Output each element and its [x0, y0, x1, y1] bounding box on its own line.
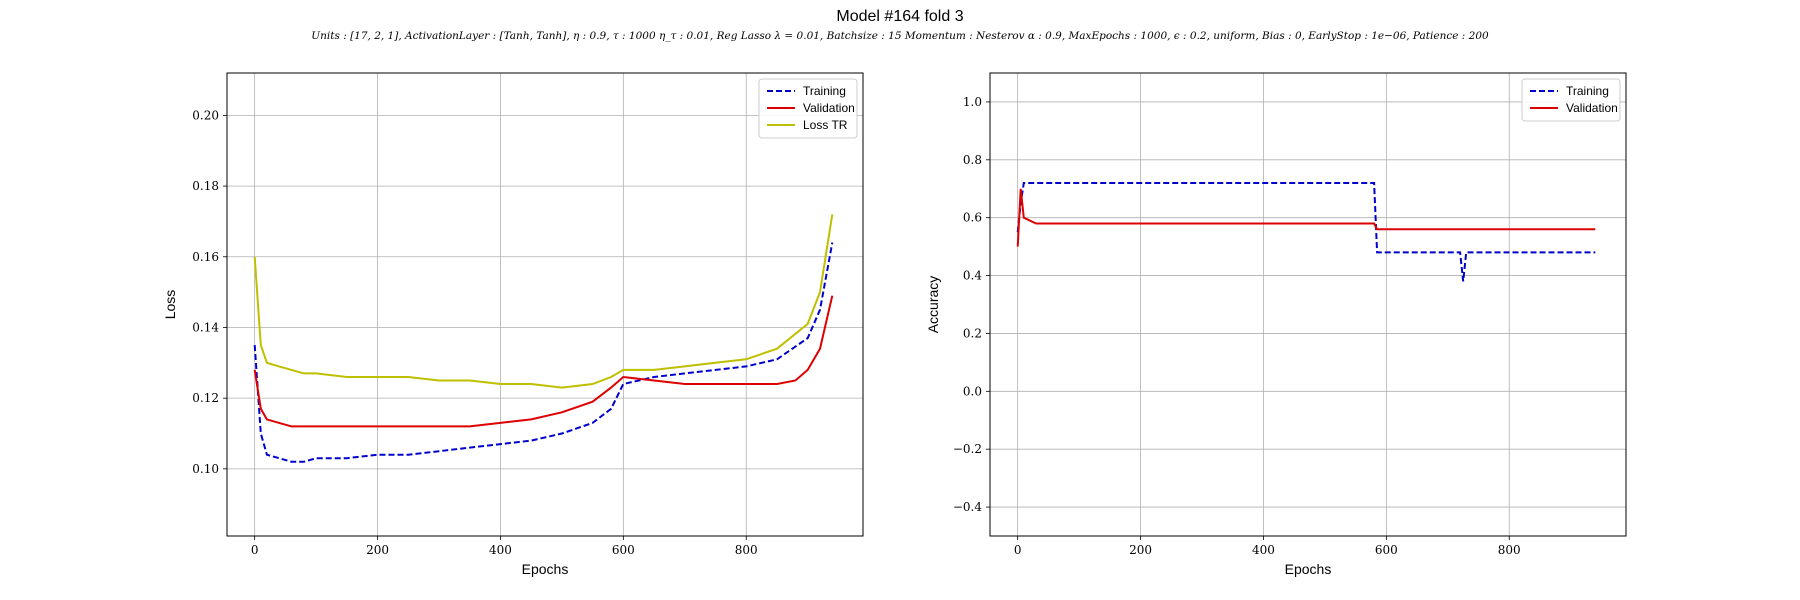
y-tick-label: 0.14	[192, 320, 219, 334]
x-axis-label: Epochs	[1285, 561, 1332, 577]
y-axis-label: Loss	[162, 290, 178, 320]
x-tick-label: 200	[1129, 543, 1152, 557]
x-tick-label: 800	[735, 543, 758, 557]
series-line-validation	[1016, 188, 1596, 247]
y-tick-label: −0.4	[953, 500, 983, 514]
x-tick-label: 800	[1498, 543, 1521, 557]
y-tick-label: 0.12	[192, 391, 219, 405]
legend-label: Validation	[803, 101, 855, 115]
y-tick-label: −0.2	[953, 442, 982, 456]
legend: Training Validation	[1521, 78, 1621, 122]
x-tick-label: 0	[251, 543, 259, 557]
series-line-training	[253, 242, 834, 463]
x-tick-label: 400	[1252, 543, 1275, 557]
y-tick-label: 0.18	[192, 179, 219, 193]
series-line-training	[1016, 182, 1596, 282]
legend-box	[1521, 78, 1621, 122]
series-line-validation	[253, 295, 834, 428]
chart-title: Model #164 fold 3	[836, 8, 964, 25]
y-tick-label: 0.16	[192, 250, 219, 264]
y-tick-label: 1.0	[963, 95, 982, 109]
plot-frame	[989, 72, 1627, 537]
y-tick-label: 0.4	[963, 269, 982, 283]
x-tick-label: 0	[1014, 543, 1022, 557]
x-tick-label: 200	[366, 543, 389, 557]
x-axis-label: Epochs	[522, 561, 569, 577]
y-tick-label: 0.20	[192, 108, 219, 122]
legend: Training Validation Loss TR	[758, 78, 858, 139]
legend-box	[758, 78, 858, 139]
x-tick-label: 400	[489, 543, 512, 557]
series-line-loss-tr	[253, 214, 834, 389]
legend-label: Validation	[1566, 101, 1618, 115]
x-tick-label: 600	[1375, 543, 1398, 557]
chart-subtitle: Units : [17, 2, 1], ActivationLayer : [T…	[311, 30, 1489, 42]
plot-panel-0: 0 200 400 600 800 0.10 0.12 0.14 0.16 0.18 0.20 Epo…	[162, 72, 864, 577]
y-axis-label: Accuracy	[925, 276, 941, 334]
x-tick-label: 600	[612, 543, 635, 557]
plot-panel-1: 0 200 400 600 800 −0.4 −0.2 0.0 0.2 0.4 0.6 0.8 1.0 E…	[925, 72, 1627, 577]
legend-label: Training	[803, 84, 846, 98]
y-tick-label: 0.2	[963, 326, 982, 340]
y-tick-label: 0.8	[963, 153, 982, 167]
plot-frame	[226, 72, 864, 537]
legend-label: Loss TR	[803, 118, 848, 132]
y-tick-label: 0.10	[192, 462, 219, 476]
y-tick-label: 0.0	[963, 384, 982, 398]
y-tick-label: 0.6	[963, 211, 982, 225]
legend-label: Training	[1566, 84, 1609, 98]
